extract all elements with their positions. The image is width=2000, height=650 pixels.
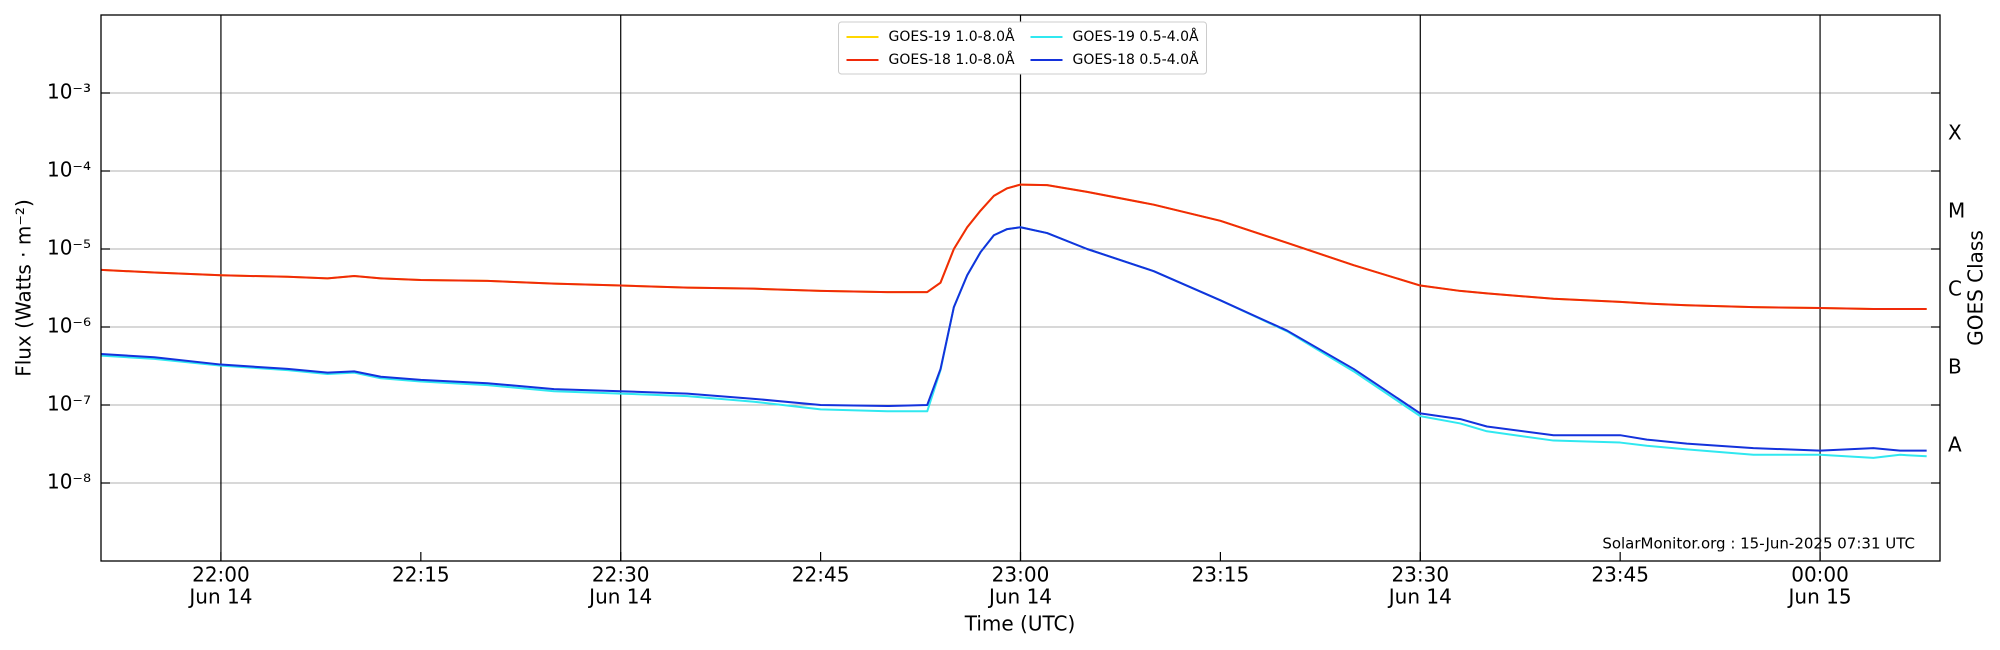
x-tick-label: 00:00 [1791, 563, 1849, 587]
y-tick-label: 10⁻⁷ [47, 392, 91, 416]
x-tick-date: Jun 14 [587, 585, 652, 609]
y2-axis-label: GOES Class [1964, 230, 1988, 346]
x-tick-label: 22:30 [592, 563, 650, 587]
y-axis-label: Flux (Watts · m⁻²) [12, 199, 36, 377]
legend-label: GOES-18 1.0-8.0Å [889, 51, 1015, 68]
x-tick-label: 23:45 [1591, 563, 1649, 587]
y2-tick-label: A [1948, 432, 1962, 456]
y-tick-label: 10⁻⁸ [47, 470, 91, 494]
series-line [100, 183, 1927, 311]
x-tick-date: Jun 15 [1787, 585, 1852, 609]
legend-label: GOES-19 0.5-4.0Å [1073, 28, 1199, 45]
x-tick-date: Jun 14 [187, 585, 252, 609]
legend: GOES-19 1.0-8.0Å GOES-18 1.0-8.0Å GOES-19 … [838, 21, 1207, 75]
annotation: SolarMonitor.org : 15-Jun-2025 07:31 UTC [1602, 535, 1915, 553]
x-tick-label: 23:15 [1192, 563, 1250, 587]
y-tick-label: 10⁻⁵ [47, 236, 91, 260]
y-tick-label: 10⁻⁶ [47, 314, 91, 338]
x-tick-date: Jun 14 [1387, 585, 1452, 609]
y-tick-label: 10⁻³ [47, 80, 91, 104]
legend-label: GOES-19 1.0-8.0Å [889, 28, 1015, 45]
x-axis-label: Time (UTC) [964, 612, 1076, 636]
x-tick-label: 22:15 [392, 563, 450, 587]
plot-frame [100, 14, 1941, 562]
y2-tick-label: B [1948, 354, 1962, 378]
series-line [100, 226, 1927, 459]
x-tick-date: Jun 14 [987, 585, 1052, 609]
x-tick-label: 23:00 [992, 563, 1050, 587]
x-tick-label: 22:00 [192, 563, 250, 587]
y2-tick-label: M [1948, 198, 1965, 222]
series-line [100, 226, 1927, 452]
series-line [100, 183, 1927, 311]
y-tick-label: 10⁻⁴ [47, 158, 91, 182]
x-tick-label: 22:45 [792, 563, 850, 587]
legend-box [838, 21, 1207, 75]
legend-label: GOES-18 0.5-4.0Å [1073, 51, 1199, 68]
x-tick-label: 23:30 [1391, 563, 1449, 587]
y2-tick-label: C [1948, 276, 1962, 300]
y2-tick-label: X [1948, 120, 1962, 144]
